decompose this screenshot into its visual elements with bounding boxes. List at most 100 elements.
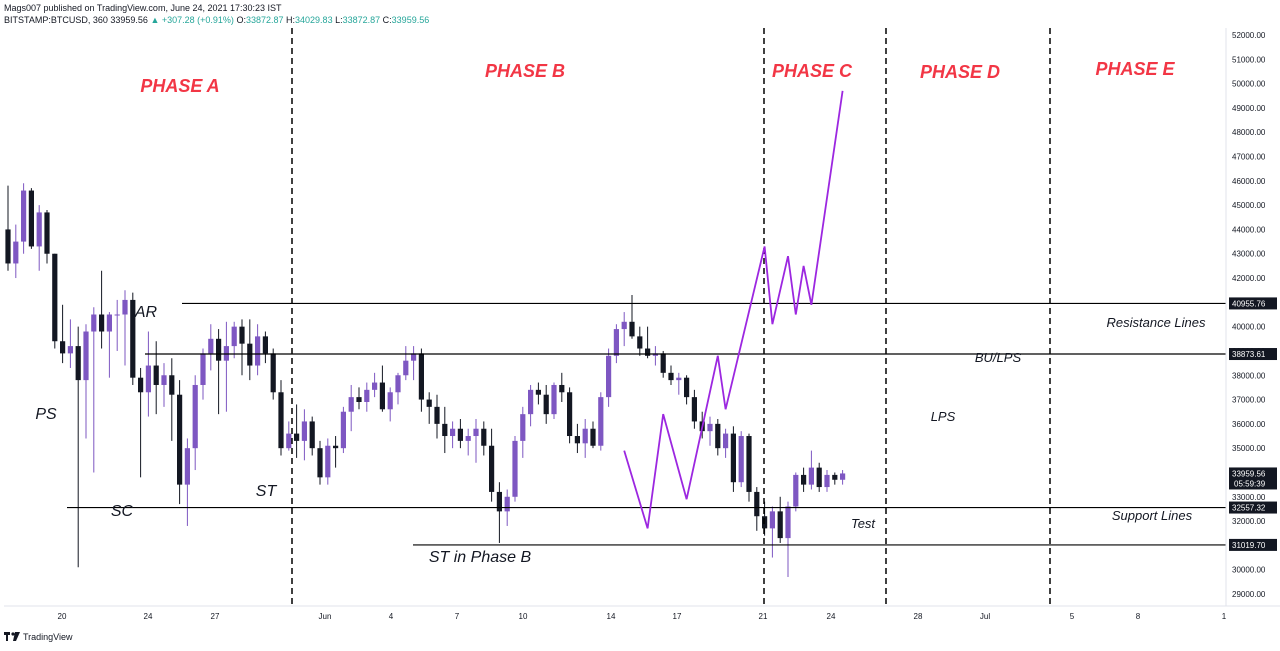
candle-bear (590, 428, 596, 446)
open-label: O: (236, 15, 246, 25)
candle-bull (223, 346, 229, 361)
candle-bull (707, 423, 713, 432)
candle-bull (301, 421, 307, 441)
brand-label: TradingView (23, 632, 73, 642)
candle-bear (801, 474, 807, 485)
price-label-box (1229, 297, 1277, 310)
candle-bull (106, 314, 112, 332)
candle-bear (832, 474, 838, 480)
annotation-label: ST in Phase B (429, 549, 532, 566)
price-label-box (1229, 467, 1277, 490)
candle-bear (559, 384, 565, 393)
candle-bull (551, 384, 557, 415)
price-label-text: 38873.61 (1232, 350, 1266, 359)
y-tick-label: 49000.00 (1232, 104, 1266, 113)
annotation-label: SC (111, 503, 134, 520)
annotation-label: LPS (931, 409, 956, 424)
x-tick-label: 7 (455, 612, 460, 621)
candle-bear (278, 392, 284, 449)
candle-bear (309, 421, 315, 449)
candle-bull (840, 473, 846, 480)
candle-bear (746, 436, 752, 492)
low-value: 33872.87 (342, 15, 381, 25)
candle-bull (512, 440, 518, 497)
footer-brand[interactable]: TradingView (4, 632, 73, 642)
candle-bear (270, 353, 276, 393)
last-price: 33959.56 (110, 15, 148, 25)
candle-bull (372, 382, 378, 390)
candle-bear (60, 341, 66, 354)
candle-bear (574, 436, 580, 444)
candle-bull (606, 355, 612, 398)
candle-bull (83, 331, 89, 381)
candle-bear (28, 190, 34, 247)
annotation-label: Resistance Lines (1107, 315, 1206, 330)
candle-bull (286, 433, 292, 449)
price-label-box (1229, 501, 1277, 514)
y-tick-label: 44000.00 (1232, 225, 1266, 234)
candle-bull (621, 321, 627, 330)
candle-bear (496, 491, 502, 512)
candle-bear (684, 377, 690, 398)
y-tick-label: 42000.00 (1232, 274, 1266, 283)
y-tick-label: 51000.00 (1232, 55, 1266, 64)
y-tick-label: 37000.00 (1232, 396, 1266, 405)
phase-label: PHASE D (920, 62, 1000, 82)
symbol-info: BITSTAMP:BTCUSD, 360 33959.56 ▲ +307.28 … (4, 15, 429, 25)
candle-bull (340, 411, 346, 449)
candle-bull (255, 336, 261, 366)
candle-bear (426, 399, 432, 407)
annotation-label: PS (35, 406, 57, 423)
x-tick-label: 20 (58, 612, 67, 621)
candle-bull (824, 474, 830, 488)
x-tick-label: 27 (211, 612, 220, 621)
candle-bear (99, 314, 105, 332)
up-arrow-icon: ▲ (150, 15, 160, 25)
candle-bear (130, 299, 136, 378)
candle-bull (473, 428, 479, 437)
phase-label: PHASE B (485, 61, 565, 81)
candle-bull (411, 353, 417, 361)
high-label: H: (286, 15, 296, 25)
candle-bear (239, 326, 245, 344)
annotation-label: Support Lines (1112, 508, 1193, 523)
candle-bull (200, 353, 206, 385)
candle-bear (637, 336, 643, 349)
candle-bear (169, 375, 175, 395)
candle-bull (21, 190, 27, 242)
y-tick-label: 52000.00 (1232, 31, 1266, 40)
candle-bull (208, 338, 214, 354)
tradingview-logo-icon (4, 632, 20, 641)
annotation-label: BU/LPS (975, 350, 1022, 365)
candle-bull (122, 299, 128, 315)
candle-bear (177, 394, 183, 485)
x-tick-label: 8 (1136, 612, 1141, 621)
phase-label: PHASE E (1095, 59, 1175, 79)
x-tick-label: 5 (1070, 612, 1075, 621)
close-value: 33959.56 (391, 15, 430, 25)
x-tick-label: 24 (144, 612, 153, 621)
candle-bear (356, 397, 362, 402)
annotation-label: Test (851, 516, 876, 531)
y-tick-label: 30000.00 (1232, 566, 1266, 575)
price-label-text: 32557.32 (1232, 504, 1266, 513)
candle-bull (91, 314, 97, 332)
candle-bear (52, 253, 58, 342)
candle-bear (754, 491, 760, 517)
y-tick-label: 35000.00 (1232, 444, 1266, 453)
price-label-text: 33959.56 (1232, 469, 1266, 478)
candle-bull (769, 511, 775, 529)
y-tick-label: 38000.00 (1232, 371, 1266, 380)
phase-label: PHASE A (140, 76, 219, 96)
candle-bull (145, 365, 151, 393)
candle-bull (676, 377, 682, 381)
phase-label: PHASE C (772, 61, 853, 81)
y-tick-label: 43000.00 (1232, 250, 1266, 259)
candle-bull (793, 474, 799, 507)
candle-bear (645, 348, 651, 356)
candle-bear (418, 353, 424, 400)
candle-bear (333, 445, 339, 449)
candle-bull (395, 375, 401, 393)
candle-bull (184, 448, 190, 485)
